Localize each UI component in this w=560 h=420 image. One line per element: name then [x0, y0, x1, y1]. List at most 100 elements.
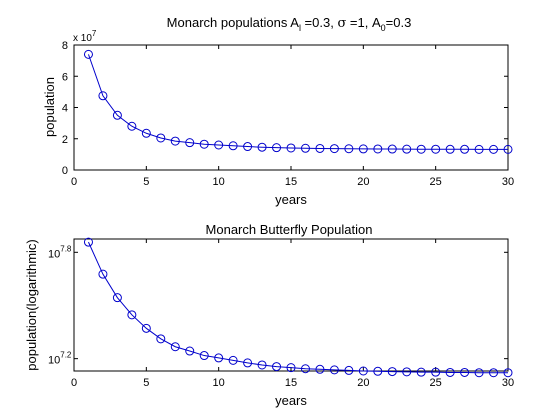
chart2-x-tick-label: 15 — [285, 377, 297, 389]
chart1-series-line — [87, 54, 508, 150]
chart1-y-tick-label: 0 — [62, 165, 68, 177]
chart2-data-point — [387, 367, 397, 377]
chart1-data-point — [387, 144, 397, 154]
chart2-x-axis: 0 5 10 15 20 25 30 — [71, 239, 514, 389]
chart2-x-tick-label: 25 — [430, 377, 442, 389]
chart2-data-point — [112, 293, 122, 303]
chart2-data-point — [98, 269, 108, 279]
chart2-plot-area — [73, 238, 509, 372]
chart2-data-point — [503, 368, 513, 378]
chart2-data-point — [460, 367, 470, 377]
chart1-y-multiplier: x 107 — [73, 29, 97, 44]
chart1-data-point — [315, 143, 325, 153]
chart2-data-point — [445, 367, 455, 377]
chart1-y-tick-label: 2 — [62, 134, 68, 146]
chart-logarithmic: Monarch Butterfly Population 0 5 10 15 20 25 3… — [24, 222, 514, 408]
chart2-data-point — [489, 368, 499, 378]
chart2-data-point — [315, 364, 325, 374]
chart1-data-point — [489, 144, 499, 154]
chart2-data-point — [358, 366, 368, 376]
chart2-y-axis: 107.2 107.8 — [48, 244, 508, 367]
chart1-data-point — [185, 138, 195, 148]
chart2-title: Monarch Butterfly Population — [206, 222, 373, 237]
chart2-data-point — [286, 363, 296, 373]
chart1-x-label: years — [275, 192, 307, 207]
chart1-data-point — [503, 144, 513, 154]
chart2-data-point — [300, 364, 310, 374]
chart-linear: Monarch populations Al =0.3, σ =1, A0=0.… — [42, 15, 514, 207]
chart1-x-axis: 0 5 10 15 20 25 30 — [71, 45, 514, 188]
chart1-data-point — [402, 144, 412, 154]
chart2-data-point — [257, 360, 267, 370]
chart2-data-point — [344, 365, 354, 375]
chart1-data-point — [199, 139, 209, 149]
chart2-data-point — [83, 237, 93, 247]
chart1-x-tick-label: 0 — [71, 176, 77, 188]
chart2-data-point — [170, 342, 180, 352]
chart2-data-point — [243, 358, 253, 368]
chart2-data-point — [199, 351, 209, 361]
chart2-y-tick-label: 107.8 — [48, 244, 72, 260]
chart1-y-tick-label: 4 — [62, 103, 68, 115]
chart2-x-tick-label: 10 — [213, 377, 225, 389]
chart1-data-point — [98, 91, 108, 101]
chart1-x-tick-label: 25 — [430, 176, 442, 188]
chart1-data-point — [272, 143, 282, 153]
chart2-data-point — [127, 310, 137, 320]
chart1-data-point — [214, 140, 224, 150]
chart1-y-tick-label: 8 — [62, 40, 68, 52]
chart2-data-point — [329, 365, 339, 375]
chart1-data-point — [257, 142, 267, 152]
chart2-x-tick-label: 20 — [357, 377, 369, 389]
chart2-x-tick-label: 5 — [143, 377, 149, 389]
chart2-series-line — [88, 241, 508, 374]
chart2-data-point — [185, 346, 195, 356]
chart1-data-point — [127, 121, 137, 131]
chart2-data-point — [272, 362, 282, 372]
chart1-title: Monarch populations Al =0.3, σ =1, A0=0.… — [167, 15, 412, 33]
chart1-data-point — [156, 133, 166, 143]
chart2-data-point — [431, 367, 441, 377]
chart2-y-tick-label: 107.2 — [48, 351, 72, 367]
chart2-y-label: population(logarithmic) — [24, 239, 39, 371]
chart1-data-point — [431, 144, 441, 154]
chart1-data-point — [344, 144, 354, 154]
chart1-data-point — [474, 144, 484, 154]
chart1-x-tick-label: 5 — [143, 176, 149, 188]
chart1-data-point — [141, 128, 151, 138]
chart1-data-point — [286, 143, 296, 153]
chart1-y-label: population — [42, 77, 57, 137]
chart2-data-point — [214, 353, 224, 363]
chart1-x-tick-label: 30 — [502, 176, 514, 188]
chart1-x-tick-label: 15 — [285, 176, 297, 188]
chart1-plot-area — [73, 44, 509, 171]
chart2-data-point — [156, 334, 166, 344]
chart1-data-point — [300, 143, 310, 153]
chart2-data-point — [373, 366, 383, 376]
chart1-y-tick-label: 6 — [62, 71, 68, 83]
chart2-data-point — [141, 323, 151, 333]
chart1-x-tick-label: 10 — [213, 176, 225, 188]
chart1-data-point — [373, 144, 383, 154]
chart1-y-axis: 0 2 4 6 8 — [62, 40, 508, 177]
chart2-x-tick-label: 30 — [502, 377, 514, 389]
chart1-data-point — [445, 144, 455, 154]
chart2-data-point — [416, 367, 426, 377]
chart1-data-point — [170, 136, 180, 146]
chart1-series — [83, 49, 513, 154]
chart2-data-point — [402, 367, 412, 377]
chart1-data-point — [228, 141, 238, 151]
chart1-data-point — [329, 144, 339, 154]
chart1-data-point — [416, 144, 426, 154]
chart1-data-point — [112, 110, 122, 120]
chart2-series — [83, 237, 513, 378]
chart2-data-point — [474, 368, 484, 378]
chart1-data-point — [460, 144, 470, 154]
chart1-data-point — [358, 144, 368, 154]
chart2-data-point — [228, 355, 238, 365]
chart2-x-tick-label: 0 — [71, 377, 77, 389]
chart2-x-label: years — [275, 393, 307, 408]
chart1-x-tick-label: 20 — [357, 176, 369, 188]
chart1-data-point — [83, 49, 93, 59]
